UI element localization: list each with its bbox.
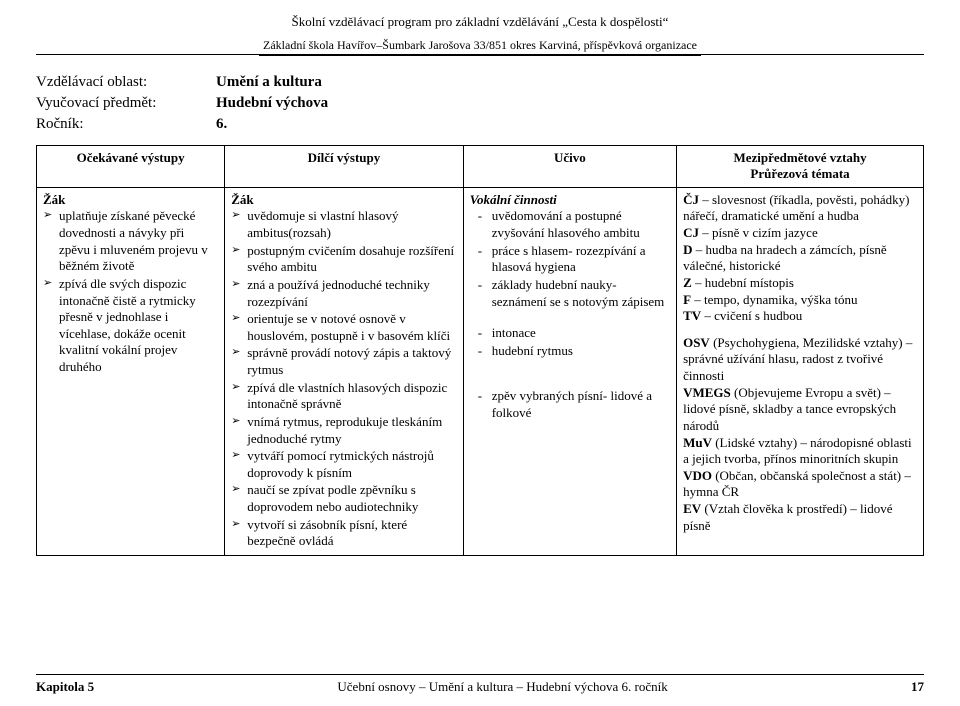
cell-dilci: Žák uvědomuje si vlastní hlasový ambitus… [225, 187, 464, 555]
th-ocekavane: Očekávané výstupy [37, 145, 225, 187]
list-item: vytvoří si zásobník písní, které bezpečn… [231, 517, 457, 550]
th-mezi-b: Průřezová témata [750, 166, 849, 181]
crosslink-line: CJ – písně v cizím jazyce [683, 225, 917, 242]
list-item: orientuje se v notové osnově v houslovém… [231, 311, 457, 344]
col1-lead: Žák [43, 192, 218, 209]
col4-spacer [683, 325, 917, 335]
footer-right: 17 [911, 679, 924, 696]
col4-pt: OSV (Psychohygiena, Mezilidské vztahy) –… [683, 335, 917, 535]
list-item: uplatňuje získané pěvecké dovednosti a n… [43, 208, 218, 275]
cell-mezi: ČJ – slovesnost (říkadla, pověsti, pohád… [677, 187, 924, 555]
col2-lead: Žák [231, 192, 457, 209]
crosstopic-line: MuV (Lidské vztahy) – národopisné oblast… [683, 435, 917, 468]
meta-oblast-value: Umění a kultura [216, 73, 322, 92]
crosslink-line: Z – hudební místopis [683, 275, 917, 292]
list-item: zpívá dle vlastních hlasových dispozic i… [231, 380, 457, 413]
col4-lines: ČJ – slovesnost (říkadla, pověsti, pohád… [683, 192, 917, 325]
col1-list: uplatňuje získané pěvecké dovednosti a n… [43, 208, 218, 375]
list-item: intonace [470, 325, 670, 342]
meta-rocnik-label: Ročník: [36, 115, 216, 134]
crosstopic-line: VDO (Občan, občanská společnost a stát) … [683, 468, 917, 501]
th-mezi-a: Mezipředmětové vztahy [733, 150, 866, 165]
meta-rocnik-value: 6. [216, 115, 227, 134]
list-item: práce s hlasem- rozezpívání a hlasová hy… [470, 243, 670, 276]
cell-ucivo: Vokální činnosti uvědomování a postupné … [463, 187, 676, 555]
list-item: vnímá rytmus, reprodukuje tleskáním jedn… [231, 414, 457, 447]
list-item: správně provádí notový zápis a taktový r… [231, 345, 457, 378]
list-item: postupným cvičením dosahuje rozšíření sv… [231, 243, 457, 276]
crosslink-line: ČJ – slovesnost (říkadla, pověsti, pohád… [683, 192, 917, 225]
list-item: základy hudební nauky- seznámení se s no… [470, 277, 670, 310]
crosstopic-line: VMEGS (Objevujeme Evropu a svět) – lidov… [683, 385, 917, 435]
school-subtitle: Základní škola Havířov–Šumbark Jarošova … [259, 38, 701, 56]
list-item: uvědomuje si vlastní hlasový ambitus(roz… [231, 208, 457, 241]
page-footer: Kapitola 5 Učební osnovy – Umění a kultu… [36, 674, 924, 696]
col2-list: uvědomuje si vlastní hlasový ambitus(roz… [231, 208, 457, 550]
th-ucivo: Učivo [463, 145, 676, 187]
list-item: hudební rytmus [470, 343, 670, 360]
crosslink-line: F – tempo, dynamika, výška tónu [683, 292, 917, 309]
program-title: Školní vzdělávací program pro základní v… [36, 14, 924, 31]
crosslink-line: TV – cvičení s hudbou [683, 308, 917, 325]
footer-center: Učební osnovy – Umění a kultura – Hudebn… [337, 679, 667, 696]
crosstopic-line: EV (Vztah člověka k prostředí) – lidové … [683, 501, 917, 534]
cell-ocekavane: Žák uplatňuje získané pěvecké dovednosti… [37, 187, 225, 555]
meta-oblast-label: Vzdělávací oblast: [36, 73, 216, 92]
col3-lead: Vokální činnosti [470, 192, 670, 209]
th-mezi: Mezipředmětové vztahy Průřezová témata [677, 145, 924, 187]
meta-predmet-label: Vyučovací předmět: [36, 94, 216, 113]
list-item: naučí se zpívat podle zpěvníku s doprovo… [231, 482, 457, 515]
th-dilci: Dílčí výstupy [225, 145, 464, 187]
crosstopic-line: OSV (Psychohygiena, Mezilidské vztahy) –… [683, 335, 917, 385]
footer-left: Kapitola 5 [36, 679, 94, 696]
col3-list: uvědomování a postupné zvyšování hlasové… [470, 208, 670, 421]
list-item: zpívá dle svých dispozic intonačně čistě… [43, 276, 218, 376]
curriculum-table: Očekávané výstupy Dílčí výstupy Učivo Me… [36, 145, 924, 556]
crosslink-line: D – hudba na hradech a zámcích, písně vá… [683, 242, 917, 275]
list-item: vytváří pomocí rytmických nástrojů dopro… [231, 448, 457, 481]
meta-predmet-value: Hudební výchova [216, 94, 328, 113]
list-item: zpěv vybraných písní- lidové a folkové [470, 388, 670, 421]
list-item: uvědomování a postupné zvyšování hlasové… [470, 208, 670, 241]
list-item: zná a používá jednoduché techniky rozezp… [231, 277, 457, 310]
